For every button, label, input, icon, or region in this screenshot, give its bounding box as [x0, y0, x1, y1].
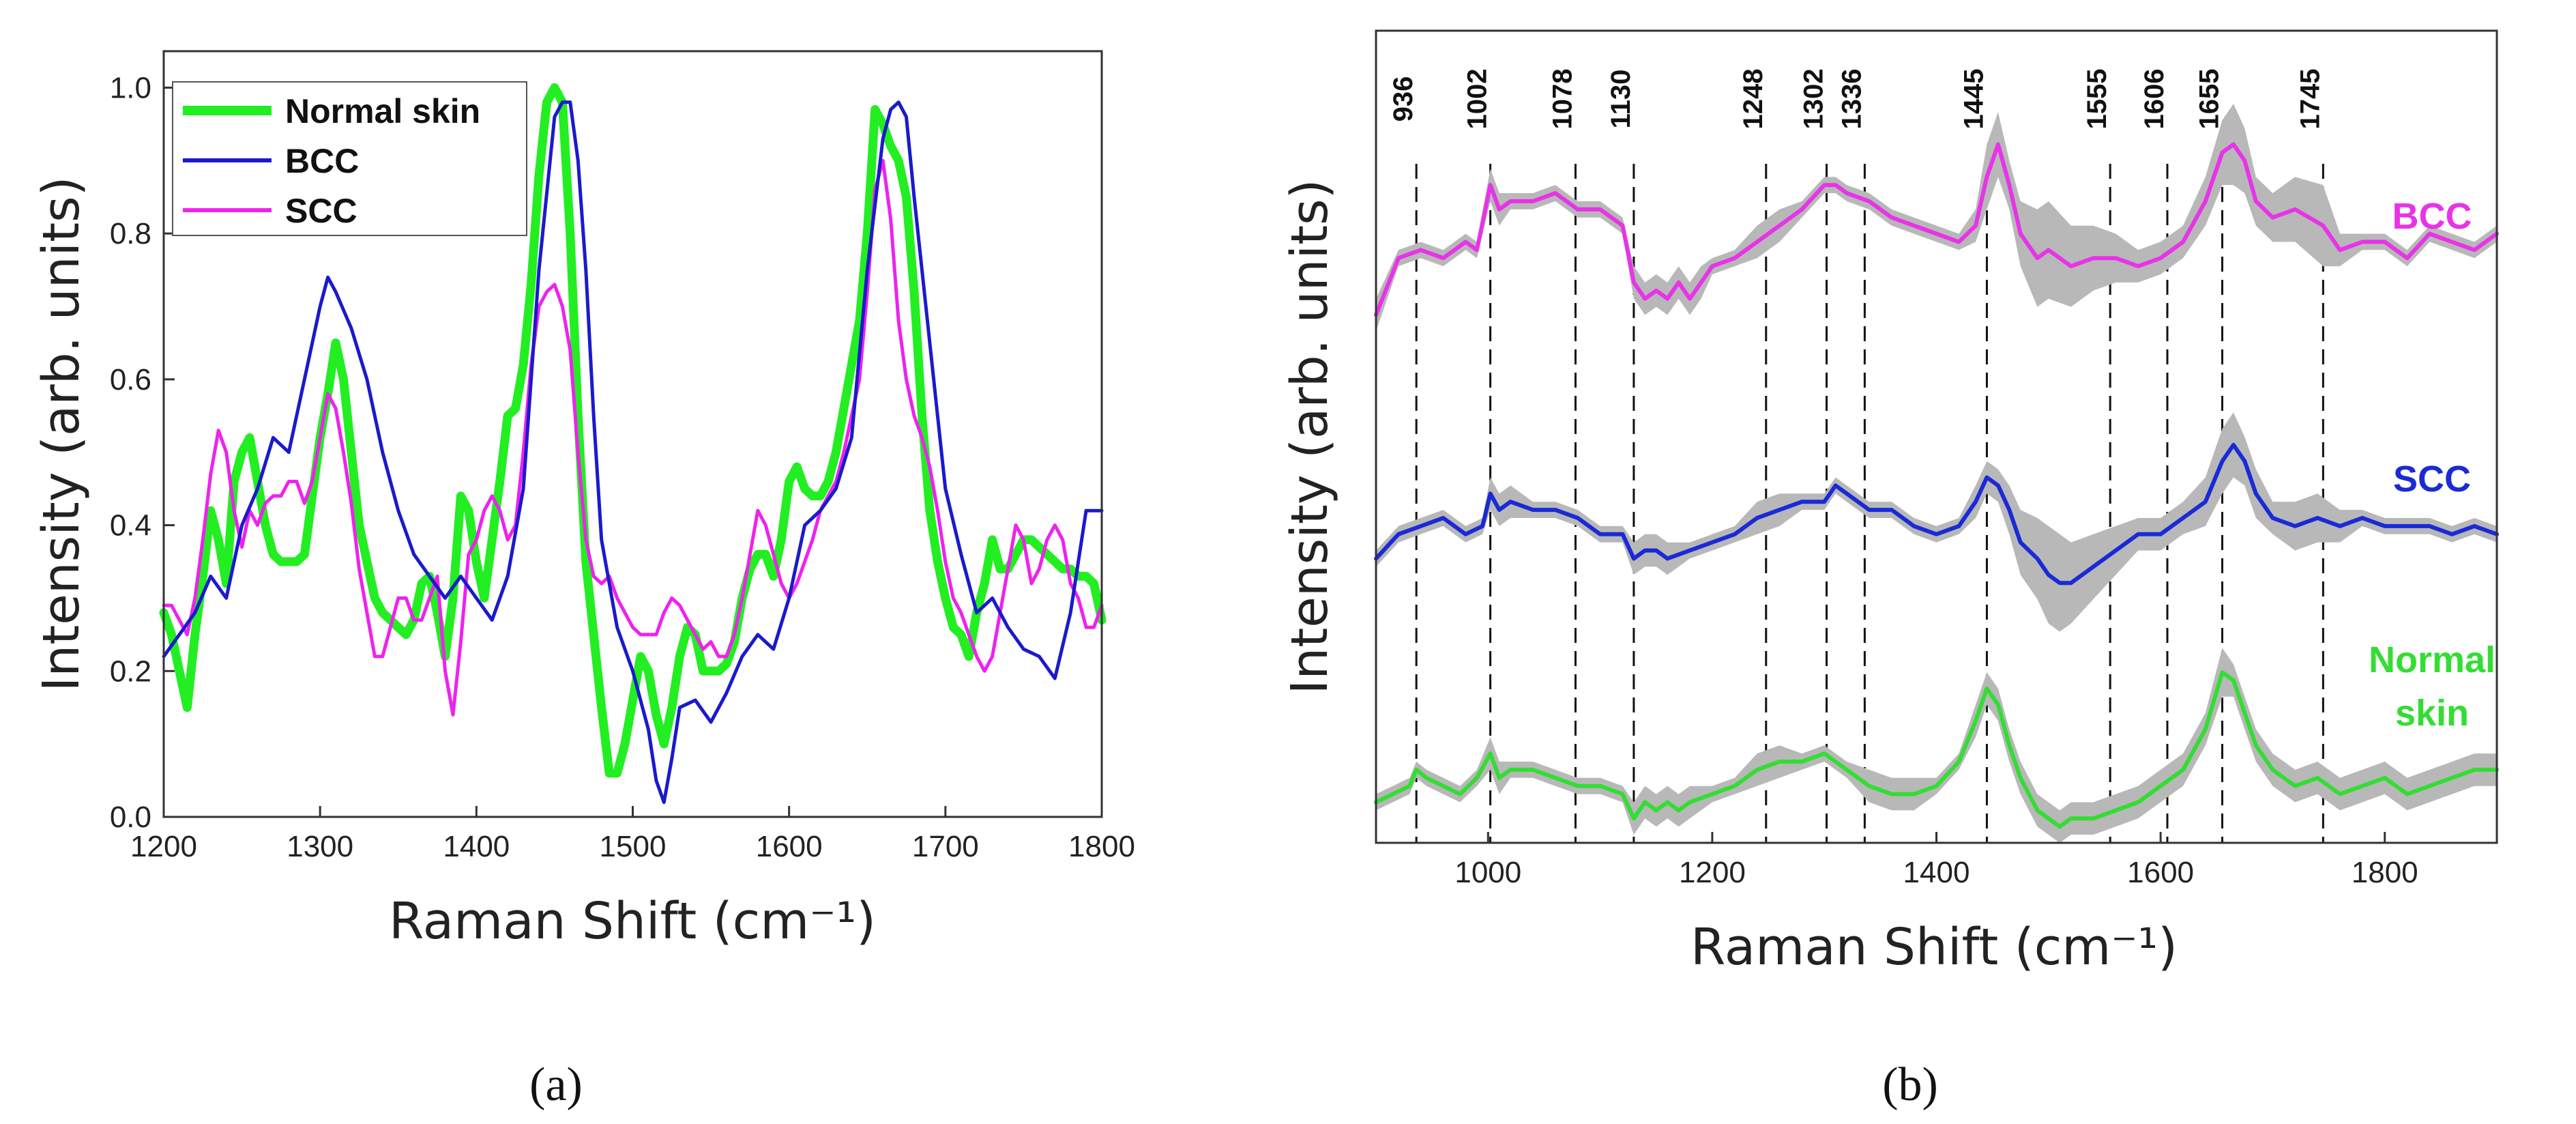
panel-a-x-tick-label: 1500	[600, 830, 667, 863]
peak-label-1445: 1445	[1959, 69, 1989, 130]
panel-a-y-tick-label: 0.0	[110, 801, 151, 834]
panel-a-y-tick-label: 0.8	[110, 217, 151, 250]
panel-b-x-tick-label: 1600	[2127, 856, 2194, 889]
peak-label-936: 936	[1388, 76, 1418, 122]
panel-a-x-tick-label: 1200	[130, 830, 197, 863]
legend-label-bcc: BCC	[285, 142, 359, 180]
panel-a-label: (a)	[529, 1058, 583, 1111]
legend-label-normal-skin: Normal skin	[285, 92, 480, 130]
peak-label-1002: 1002	[1463, 69, 1493, 130]
panel-a-legend: Normal skin BCC SCC	[172, 81, 527, 236]
peak-label-1302: 1302	[1798, 69, 1828, 130]
panel-b-series-bcc	[1374, 142, 2499, 317]
panel-b-label: (b)	[1882, 1058, 1938, 1111]
panel-a-chart: 1200 1300 1400 1500 1600 1700 1800 0.0 0.2 0.4 0.6…	[32, 50, 1135, 1111]
peak-label-1336: 1336	[1836, 69, 1867, 130]
panel-a-x-tick-label: 1700	[912, 830, 979, 863]
panel-a-x-tick-label: 1300	[287, 830, 353, 863]
legend-label-scc: SCC	[285, 192, 357, 230]
panel-b-band-bcc	[1376, 104, 2497, 332]
panel-a-plot-frame	[162, 50, 1103, 818]
panel-b-x-tick-label: 1000	[1454, 856, 1521, 889]
peak-label-1655: 1655	[2194, 69, 2224, 130]
panel-b-series-normal-skin	[1374, 670, 2499, 829]
panel-b-x-tick-label: 1400	[1903, 856, 1970, 889]
panel-a-y-tick-label: 1.0	[110, 71, 151, 104]
panel-b-x-tick-label: 1800	[2352, 856, 2418, 889]
panel-a-x-tick-label: 1400	[443, 830, 510, 863]
panel-b-band-scc	[1376, 412, 2497, 632]
panel-b-series-label-bcc: BCC	[2392, 196, 2472, 237]
panel-a-x-axis-title: Raman Shift (cm⁻¹)	[389, 892, 876, 951]
panel-a-series-scc	[162, 158, 1104, 717]
peak-label-1555: 1555	[2082, 69, 2112, 130]
panel-b-plot-frame	[1375, 29, 2498, 844]
peak-label-1745: 1745	[2295, 69, 2325, 130]
panel-a-x-tick-label: 1800	[1068, 830, 1135, 863]
peak-label-1078: 1078	[1547, 69, 1577, 130]
panel-b-series-label-normal-skin: skin	[2395, 693, 2469, 734]
peak-label-1606: 1606	[2139, 69, 2169, 130]
panel-b-series-scc	[1374, 442, 2499, 586]
panel-a-y-tick-label: 0.2	[110, 654, 151, 688]
panel-b-y-axis-title: Intensity (arb. units)	[1280, 179, 1339, 694]
panel-a-y-tick-label: 0.6	[110, 363, 151, 397]
panel-b-x-axis-title: Raman Shift (cm⁻¹)	[1690, 918, 2178, 977]
peak-label-1248: 1248	[1738, 69, 1768, 130]
panel-a-series-bcc	[162, 100, 1104, 805]
panel-b-series-label-normal-skin: Normal	[2369, 639, 2496, 680]
panel-a-y-tick-label: 0.4	[110, 509, 151, 543]
panel-b-x-tick-label: 1200	[1679, 856, 1746, 889]
peak-label-1130: 1130	[1606, 70, 1636, 129]
panel-a-x-tick-label: 1600	[756, 830, 823, 863]
panel-a-y-axis-title: Intensity (arb. units)	[32, 176, 91, 691]
panel-b-series-label-scc: SCC	[2393, 459, 2471, 500]
panel-b-chart: 936 1002 1078 1130 1248 1302 1336 1445 1555 1606 1…	[1280, 29, 2499, 1111]
